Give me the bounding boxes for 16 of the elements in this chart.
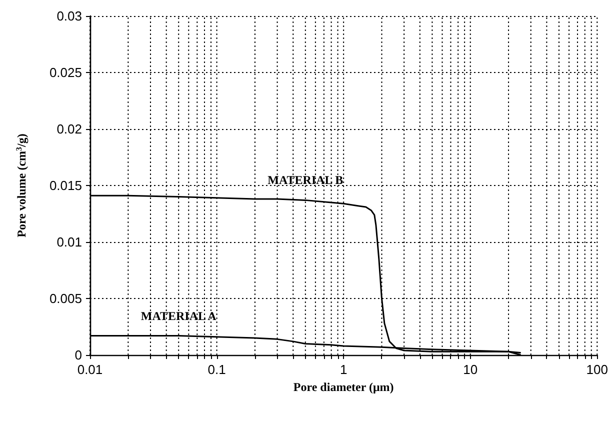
- x-axis-title: Pore diameter (μm): [293, 380, 394, 394]
- y-tick-label: 0.01: [56, 234, 82, 250]
- x-tick-label: 10: [463, 362, 478, 377]
- y-tick-label: 0: [74, 348, 82, 362]
- y-tick-label: 0.02: [56, 122, 82, 136]
- x-tick-label: 1: [340, 362, 348, 377]
- x-tick-label: 100: [586, 362, 608, 377]
- x-tick-label: 0.1: [208, 362, 226, 377]
- series-label: MATERIAL A: [140, 308, 217, 323]
- y-axis-title: Pore volume (cm3/g): [14, 134, 28, 238]
- y-tick-label: 0.005: [49, 291, 82, 306]
- x-tick-label: 0.01: [77, 362, 103, 377]
- y-tick-label: 0.03: [56, 8, 82, 24]
- y-tick-label: 0.025: [49, 65, 82, 80]
- series-label: MATERIAL B: [268, 173, 344, 188]
- y-tick-label: 0.015: [49, 178, 82, 193]
